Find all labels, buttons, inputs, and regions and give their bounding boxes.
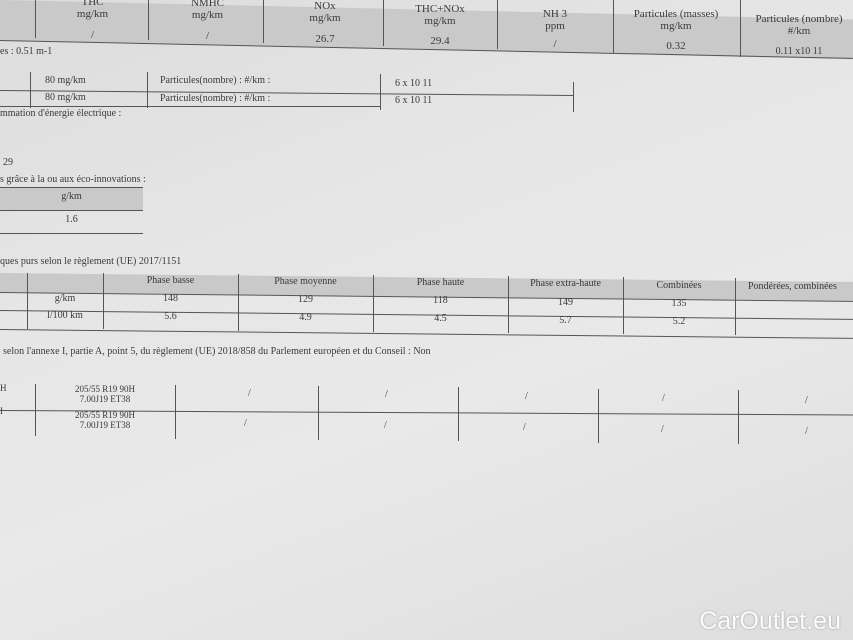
- value-thc: /: [90, 29, 95, 41]
- col-particles-number: Particules (nombre) #/km: [745, 13, 853, 37]
- tyre-cell: 205/55 R19 90H 7.00J19 ET38: [40, 384, 170, 404]
- header-unit: mg/km: [424, 15, 456, 27]
- limit-particles: 6 x 10 11: [395, 95, 433, 106]
- col-thc: THC mg/km: [45, 0, 140, 20]
- header-phase-moyenne: Phase moyenne: [274, 276, 337, 287]
- col-nmhc: NMHC mg/km: [160, 0, 255, 21]
- header-phase-haute: Phase haute: [416, 277, 465, 288]
- header-phase-basse: Phase basse: [146, 275, 195, 286]
- electric-consumption-line: mmation d'énergie électrique :: [0, 108, 122, 119]
- header-name: NH 3: [542, 8, 568, 20]
- col-particles-mass: Particules (masses) mg/km: [617, 8, 735, 32]
- cell: 4.5: [434, 313, 447, 324]
- empty-cell: /: [384, 420, 387, 431]
- cell: 5.2: [672, 316, 686, 327]
- header-name: NMHC: [190, 0, 224, 9]
- header-name: Particules (nombre): [755, 13, 843, 25]
- value-nmhc: /: [205, 30, 210, 42]
- header-name: NOx: [314, 0, 336, 12]
- tyre-size: 205/55 R19 90H: [74, 384, 135, 394]
- cell: 149: [558, 297, 573, 308]
- col-nh3: NH 3 ppm: [505, 8, 605, 32]
- cell: 5.6: [164, 311, 177, 322]
- header-unit: mg/km: [76, 8, 109, 20]
- row-unit-co2: g/km: [54, 293, 76, 304]
- wltp-title: ques purs selon le règlement (UE) 2017/1…: [0, 256, 182, 267]
- empty-cell: /: [525, 391, 528, 402]
- smoke-absorption-line: es : 0.51 m-1: [0, 46, 53, 57]
- eco-value: 1.6: [65, 214, 78, 225]
- tyre-cell: 205/55 R19 90H 7.00J19 ET38: [40, 410, 170, 430]
- tyre-size: 205/55 R19 90H: [74, 410, 135, 420]
- empty-cell: /: [244, 418, 247, 429]
- limit-label: Particules(nombre) : #/km :: [160, 93, 271, 104]
- col-thc-nox: THC+NOx mg/km: [390, 3, 490, 27]
- eco-innovations-line: s grâce à la ou aux éco-innovations :: [0, 174, 146, 185]
- header-ponderees: Pondérées, combinées: [748, 281, 837, 292]
- number-line: 29: [3, 157, 13, 168]
- cell: 5.7: [559, 315, 572, 326]
- empty-cell: /: [662, 393, 665, 404]
- value-particles-mass: 0.32: [666, 40, 686, 52]
- limit-value: 80 mg/km: [45, 92, 86, 103]
- header-name: THC+NOx: [415, 3, 465, 15]
- col-nox: NOx mg/km: [275, 0, 375, 24]
- header-combinees: Combinées: [656, 280, 702, 291]
- limit-particles: 6 x 10 11: [395, 78, 433, 89]
- empty-cell: /: [805, 426, 808, 437]
- rim-size: 7.00J19 ET38: [79, 394, 131, 404]
- value-particles-number: 0.11 x10 11: [775, 46, 823, 57]
- cell: 4.9: [299, 312, 312, 323]
- empty-cell: /: [523, 422, 526, 433]
- row-unit-fuel: l/100 km: [47, 310, 83, 321]
- header-unit: #/km: [787, 25, 811, 37]
- axle-label: H: [0, 383, 7, 393]
- header-phase-extra-haute: Phase extra-haute: [530, 278, 601, 289]
- header-unit: mg/km: [309, 12, 341, 24]
- value-nh3: /: [553, 38, 557, 50]
- limit-value: 80 mg/km: [45, 75, 86, 86]
- empty-cell: /: [385, 389, 388, 400]
- cell: 118: [433, 295, 448, 306]
- empty-cell: /: [805, 395, 808, 406]
- header-unit: ppm: [545, 20, 565, 32]
- header-unit: mg/km: [191, 9, 224, 21]
- cell: 129: [298, 294, 313, 305]
- eco-unit: g/km: [61, 191, 82, 202]
- rim-size: 7.00J19 ET38: [79, 420, 131, 430]
- empty-cell: /: [661, 424, 664, 435]
- annex-line: selon l'annexe I, partie A, point 5, du …: [3, 346, 431, 357]
- axle-label: I: [0, 406, 3, 416]
- value-thc-nox: 29.4: [430, 35, 450, 47]
- empty-cell: /: [248, 388, 251, 399]
- limit-label: Particules(nombre) : #/km :: [160, 75, 271, 86]
- watermark-logo: CarOutlet.eu: [699, 607, 841, 635]
- header-name: Particules (masses): [633, 8, 719, 20]
- cell: 148: [163, 293, 178, 304]
- header-unit: mg/km: [660, 20, 692, 32]
- value-nox: 26.7: [315, 33, 335, 45]
- cell: 135: [671, 298, 687, 309]
- header-name: THC: [81, 0, 104, 8]
